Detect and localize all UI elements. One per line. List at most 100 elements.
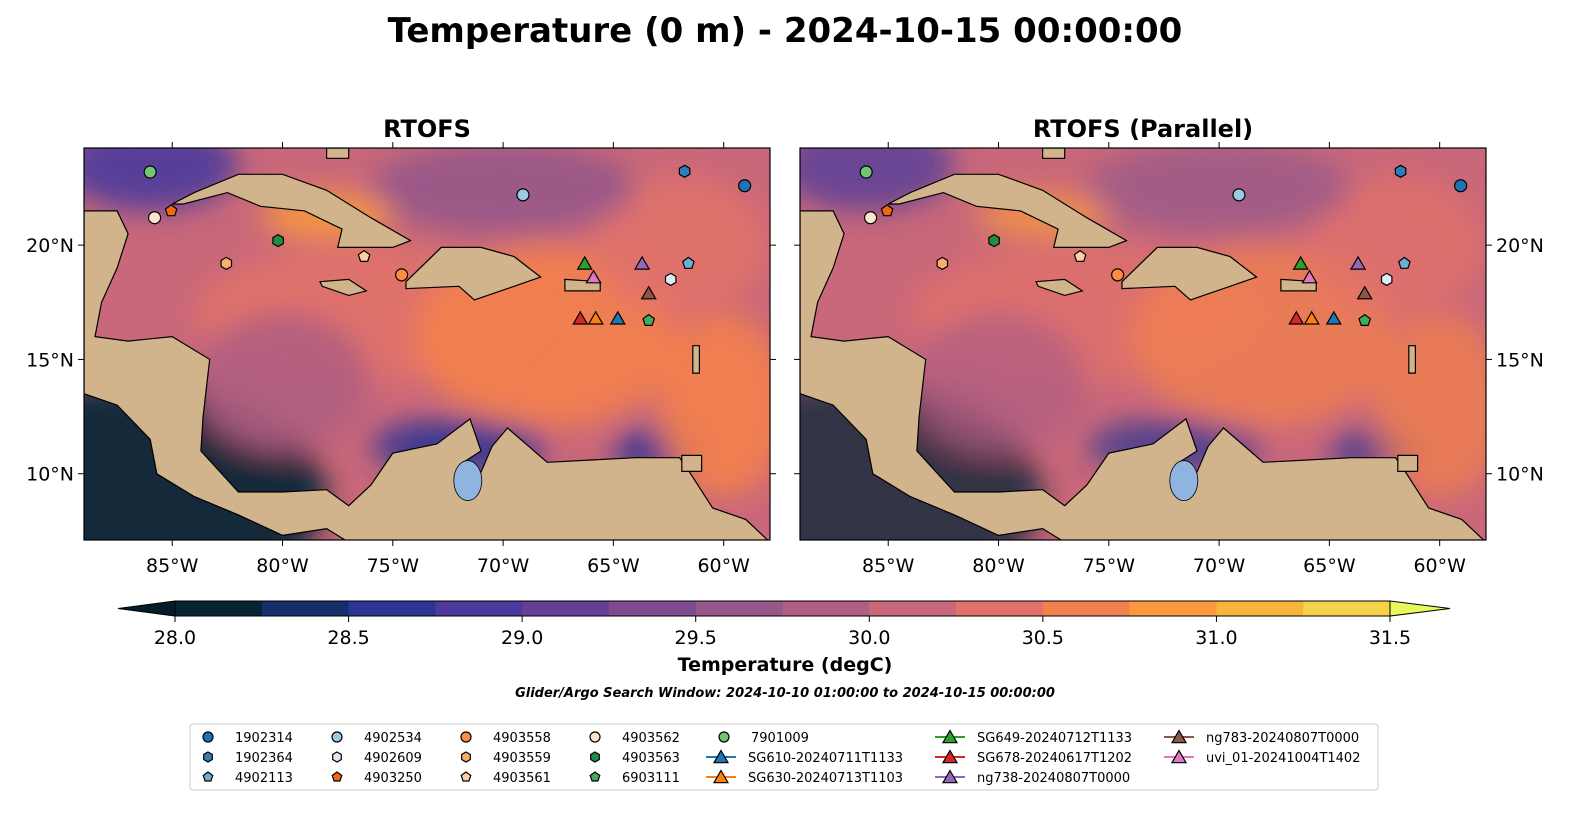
land-hispaniola — [1121, 246, 1258, 301]
circle-marker — [1232, 188, 1246, 202]
lon-tick-label: 60°W — [697, 555, 750, 577]
lon-tick-label: 65°W — [587, 555, 640, 577]
circle-marker — [738, 179, 752, 193]
triangle-marker — [941, 729, 959, 744]
colorbar-tick-label: 31.0 — [1195, 627, 1237, 649]
circle-marker — [516, 188, 530, 202]
legend: 1902314 1902364 4902113 4902534 4902609 49032… — [189, 723, 1379, 791]
lon-tick-label: 80°W — [972, 555, 1025, 577]
triangle-marker — [609, 310, 626, 325]
colorbar-bin — [782, 601, 870, 616]
map-frame — [83, 147, 771, 541]
legend-item: 4903561 — [460, 771, 551, 786]
lon-tick-label: 85°W — [862, 555, 915, 577]
hexagon-marker — [220, 256, 233, 271]
colorbar-tick-label: 29.0 — [501, 627, 543, 649]
circle-marker — [395, 268, 409, 282]
pentagon-marker — [1073, 249, 1087, 262]
triangle-marker — [633, 255, 651, 270]
colorbar-bin — [695, 601, 783, 616]
legend-item: SG630-20240713T1103 — [706, 769, 903, 786]
lat-tick-label: 15°N — [1496, 349, 1544, 371]
hexagon-marker — [1380, 272, 1393, 287]
colorbar-tick-label: 31.5 — [1369, 627, 1411, 649]
pentagon-marker — [357, 249, 371, 262]
colorbar-under-extension — [117, 600, 176, 617]
hexagon-marker — [936, 256, 949, 271]
legend-item: 7901009 — [718, 731, 809, 746]
pentagon-marker — [880, 204, 894, 217]
map-frame — [799, 147, 1487, 541]
legend-label: 1902314 — [235, 731, 293, 746]
colorbar-bin — [956, 601, 1044, 616]
triangle-marker — [941, 749, 959, 764]
legend-label: 4902534 — [364, 731, 422, 746]
legend-label: SG630-20240713T1103 — [748, 771, 903, 786]
circle-marker — [1454, 179, 1468, 193]
circle-marker — [1111, 268, 1125, 282]
lake-maracaibo — [453, 460, 483, 501]
triangle-marker — [941, 769, 959, 784]
legend-label: SG649-20240712T1133 — [977, 731, 1132, 746]
colorbar-bin — [869, 601, 957, 616]
triangle-marker — [1292, 255, 1309, 270]
search-window-text: Glider/Argo Search Window: 2024-10-10 01… — [515, 686, 1055, 701]
triangle-marker — [1288, 310, 1305, 325]
legend-item: uvi_01-20241004T1402 — [1164, 749, 1360, 766]
legend-item: SG610-20240711T1133 — [706, 749, 903, 766]
triangle-marker — [1301, 269, 1318, 284]
map-panel-rtofs: RTOFS 85°W 80°W 75°W 70°W 65°W 60°W 10°N 15°N 20°… — [26, 115, 776, 577]
hexagon-marker — [678, 164, 691, 178]
colorbar-tick-label: 30.0 — [848, 627, 890, 649]
lon-tick-label: 60°W — [1413, 555, 1466, 577]
hexagon-marker — [1394, 164, 1407, 178]
pentagon-marker — [1358, 313, 1372, 326]
legend-label: 7901009 — [751, 731, 809, 746]
hexagon-marker — [203, 751, 213, 763]
land-bahamas — [1041, 148, 1066, 159]
lon-tick-label: 75°W — [1083, 555, 1136, 577]
circle-marker — [143, 165, 157, 179]
lat-tick-label: 20°N — [26, 235, 74, 257]
pentagon-marker — [589, 771, 601, 782]
circle-marker — [718, 731, 730, 743]
legend-label: 6903111 — [622, 771, 680, 786]
legend-item: 6903111 — [589, 771, 680, 786]
lat-tick-label: 20°N — [1496, 235, 1544, 257]
lon-tick-label: 70°W — [477, 555, 530, 577]
colorbar-frame — [174, 600, 1391, 617]
land-bahamas — [326, 148, 350, 159]
circle-marker — [147, 211, 162, 225]
colorbar-label: Temperature (degC) — [678, 654, 893, 676]
lat-tick-label: 10°N — [1496, 464, 1544, 486]
triangle-marker — [576, 255, 593, 270]
triangle-marker — [1356, 285, 1373, 300]
lon-tick-label: 85°W — [146, 555, 199, 577]
triangle-marker — [585, 269, 602, 284]
legend-item: 1902364 — [203, 751, 293, 766]
legend-item: ng738-20240807T0000 — [935, 769, 1130, 786]
legend-label: uvi_01-20241004T1402 — [1206, 751, 1360, 766]
triangle-marker — [572, 310, 589, 325]
legend-label: SG678-20240617T1202 — [977, 751, 1132, 766]
circle-marker — [589, 731, 601, 743]
legend-label: 4902609 — [364, 751, 422, 766]
triangle-marker — [587, 310, 604, 325]
legend-item: 4903558 — [460, 731, 551, 746]
legend-label: 4903559 — [493, 751, 551, 766]
hexagon-marker — [988, 233, 1000, 248]
colorbar: 28.0 28.5 29.0 29.5 30.0 30.5 31.0 31.5 — [117, 600, 1451, 649]
legend-label: 4902113 — [235, 771, 293, 786]
legend-item: 1902314 — [202, 731, 293, 746]
legend-label: ng738-20240807T0000 — [977, 771, 1130, 786]
colorbar-over-extension — [1389, 600, 1451, 617]
pentagon-marker — [202, 771, 214, 782]
hexagon-marker — [272, 233, 284, 248]
land-jamaica — [319, 278, 368, 297]
legend-label: 4903250 — [364, 771, 422, 786]
legend-frame — [189, 723, 1379, 791]
lon-tick-label: 70°W — [1193, 555, 1246, 577]
legend-label: 4903561 — [493, 771, 551, 786]
hexagon-marker — [664, 272, 677, 287]
